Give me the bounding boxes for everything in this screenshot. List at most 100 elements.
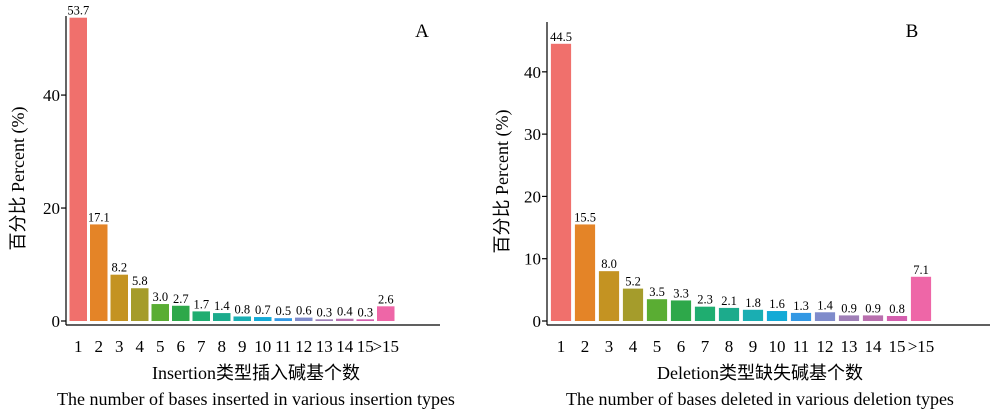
data-label: 17.1 xyxy=(88,210,110,224)
bar-15 xyxy=(356,319,374,321)
data-label: 15.5 xyxy=(574,210,596,224)
data-label: 0.9 xyxy=(841,301,857,315)
x-tick-label: 14 xyxy=(336,337,354,356)
x-tick-label: 9 xyxy=(238,337,247,356)
panel-label: A xyxy=(415,21,429,42)
bar-1 xyxy=(69,17,87,321)
x-tick-label: 6 xyxy=(177,337,186,356)
x-tick-label: 10 xyxy=(769,337,786,356)
x-tick-label: 9 xyxy=(749,337,758,356)
data-label: 1.7 xyxy=(193,297,209,311)
x-tick-label: 2 xyxy=(95,337,104,356)
data-label: 7.1 xyxy=(913,263,929,277)
y-axis-label: 百分比 Percent (%) xyxy=(8,107,29,251)
y-tick-label: 40 xyxy=(524,63,541,82)
data-label: 0.7 xyxy=(255,303,271,317)
data-label: 1.8 xyxy=(745,296,761,310)
bar-14 xyxy=(862,315,884,321)
x-tick-label: 11 xyxy=(275,337,291,356)
data-label: 53.7 xyxy=(67,4,89,18)
data-label: 8.2 xyxy=(111,261,127,275)
y-tick-label: 40 xyxy=(43,86,60,105)
x-axis-label: Insertion类型插入碱基个数 xyxy=(152,363,360,383)
x-tick-label: 15 xyxy=(357,337,374,356)
bar-13 xyxy=(315,319,333,321)
bar-8 xyxy=(213,313,231,321)
data-label: 0.8 xyxy=(234,302,250,316)
bar-15 xyxy=(886,316,908,321)
x-tick-label: 15 xyxy=(889,337,906,356)
data-label: 3.5 xyxy=(649,285,665,299)
bar-7 xyxy=(192,311,210,321)
bar-11 xyxy=(790,312,812,321)
panel-b: 44.5 1 15.5 2 8.0 3 5.2 4 3.5 5 3.3 6 2.3 7 2.1 8 1.8 9 1.… xyxy=(492,21,990,409)
bar-11 xyxy=(274,318,292,321)
data-label: 44.5 xyxy=(550,30,572,44)
y-axis-label: 百分比 Percent (%) xyxy=(492,110,513,254)
data-label: 0.3 xyxy=(357,305,373,319)
x-tick-label: 8 xyxy=(218,337,227,356)
x-tick-label: 3 xyxy=(605,337,614,356)
y-tick-label: 20 xyxy=(524,187,541,206)
x-tick-label: >15 xyxy=(372,337,399,356)
data-label: 0.4 xyxy=(337,305,353,319)
y-tick-label: 10 xyxy=(524,250,541,269)
data-label: 5.2 xyxy=(625,275,641,289)
x-tick-label: 8 xyxy=(725,337,734,356)
bar-13 xyxy=(838,315,860,321)
x-tick-label: 1 xyxy=(557,337,566,356)
x-tick-label: 1 xyxy=(74,337,83,356)
data-label: 3.0 xyxy=(152,290,168,304)
x-tick-label: 5 xyxy=(156,337,165,356)
bar-5 xyxy=(646,299,668,321)
bar-4 xyxy=(622,288,644,321)
bar-5 xyxy=(151,304,169,321)
data-label: 2.7 xyxy=(173,292,189,306)
x-axis-label: Deletion类型缺失碱基个数 xyxy=(657,363,863,383)
bar-3 xyxy=(598,271,620,321)
x-tick-label: 13 xyxy=(841,337,858,356)
data-label: 0.8 xyxy=(889,302,905,316)
bar->15 xyxy=(377,306,395,321)
bar-6 xyxy=(172,305,190,321)
data-label: 2.1 xyxy=(721,294,737,308)
bar-8 xyxy=(718,307,740,321)
data-label: 1.6 xyxy=(769,297,785,311)
x-tick-label: 14 xyxy=(865,337,883,356)
bar-2 xyxy=(574,224,596,321)
x-tick-label: 13 xyxy=(316,337,333,356)
x-tick-label: >15 xyxy=(908,337,935,356)
data-label: 1.4 xyxy=(214,299,230,313)
x-axis-label-english: The number of bases deleted in various d… xyxy=(566,389,954,409)
data-label: 8.0 xyxy=(601,257,617,271)
x-tick-label: 4 xyxy=(629,337,638,356)
x-axis-label-english: The number of bases inserted in various … xyxy=(57,389,455,409)
bar-9 xyxy=(233,316,251,321)
x-tick-label: 10 xyxy=(254,337,271,356)
data-label: 0.6 xyxy=(296,304,312,318)
y-tick-label: 30 xyxy=(524,125,541,144)
bar-14 xyxy=(336,318,354,321)
data-label: 0.5 xyxy=(275,304,291,318)
bar-12 xyxy=(295,317,313,321)
bar-3 xyxy=(110,274,128,321)
x-tick-label: 12 xyxy=(295,337,312,356)
bar-6 xyxy=(670,300,692,321)
bar-2 xyxy=(90,224,108,321)
data-label: 0.9 xyxy=(865,301,881,315)
panel-label: B xyxy=(906,21,919,42)
x-tick-label: 11 xyxy=(793,337,809,356)
x-tick-label: 4 xyxy=(136,337,145,356)
bar-10 xyxy=(766,311,788,321)
bar-9 xyxy=(742,309,764,321)
bar->15 xyxy=(910,276,932,321)
x-tick-label: 6 xyxy=(677,337,686,356)
data-label: 2.3 xyxy=(697,293,713,307)
x-tick-label: 7 xyxy=(701,337,710,356)
x-tick-label: 12 xyxy=(817,337,834,356)
data-label: 2.6 xyxy=(378,292,394,306)
y-tick-label: 20 xyxy=(43,199,60,218)
bar-1 xyxy=(550,43,572,321)
data-label: 1.3 xyxy=(793,299,809,313)
